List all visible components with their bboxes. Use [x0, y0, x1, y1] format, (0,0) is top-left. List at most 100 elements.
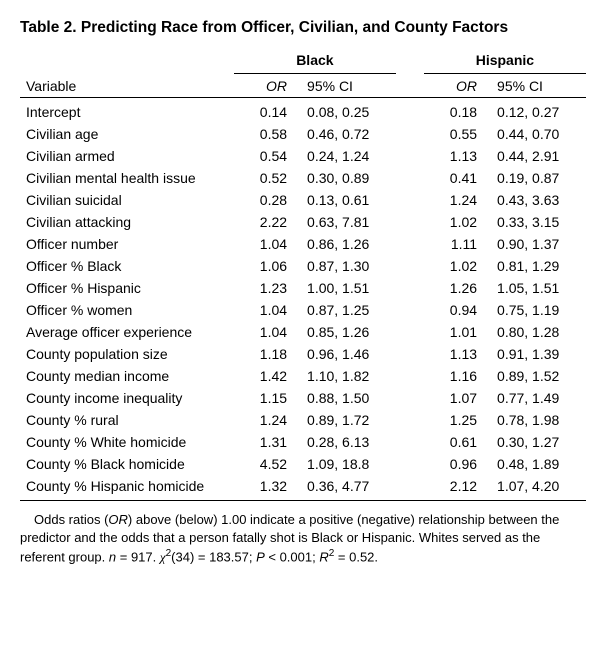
cell-variable: Civilian mental health issue: [20, 167, 234, 189]
cell-hisp-or: 1.11: [424, 233, 491, 255]
cell-hisp-or: 0.96: [424, 453, 491, 475]
cell-hisp-ci: 0.77, 1.49: [491, 387, 586, 409]
cell-black-or: 1.06: [234, 255, 301, 277]
cell-variable: County % Hispanic homicide: [20, 475, 234, 501]
cell-hisp-or: 1.01: [424, 321, 491, 343]
cell-black-or: 1.15: [234, 387, 301, 409]
table-body: Intercept0.140.08, 0.250.180.12, 0.27Civ…: [20, 98, 586, 501]
cell-black-ci: 1.10, 1.82: [301, 365, 396, 387]
cell-variable: Civilian armed: [20, 145, 234, 167]
table-row: Officer % Hispanic1.231.00, 1.511.261.05…: [20, 277, 586, 299]
cell-black-or: 0.54: [234, 145, 301, 167]
cell-hisp-ci: 0.91, 1.39: [491, 343, 586, 365]
cell-black-or: 4.52: [234, 453, 301, 475]
cell-black-ci: 0.46, 0.72: [301, 123, 396, 145]
table-row: Average officer experience1.040.85, 1.26…: [20, 321, 586, 343]
cell-hisp-or: 1.07: [424, 387, 491, 409]
table-row: County median income1.421.10, 1.821.160.…: [20, 365, 586, 387]
cell-variable: Civilian attacking: [20, 211, 234, 233]
cell-black-or: 1.04: [234, 299, 301, 321]
table-row: Officer % women1.040.87, 1.25 0.940.75, 1…: [20, 299, 586, 321]
table-footnote: Odds ratios (OR) above (below) 1.00 indi…: [20, 511, 586, 565]
cell-variable: Officer % women: [20, 299, 234, 321]
table-row: Officer number1.040.86, 1.261.110.90, 1.…: [20, 233, 586, 255]
cell-hisp-or: 1.13: [424, 145, 491, 167]
cell-hisp-or: 1.24: [424, 189, 491, 211]
cell-variable: County income inequality: [20, 387, 234, 409]
cell-hisp-or: 1.13: [424, 343, 491, 365]
cell-variable: Intercept: [20, 98, 234, 124]
cell-black-ci: 0.24, 1.24: [301, 145, 396, 167]
cell-hisp-ci: 0.81, 1.29: [491, 255, 586, 277]
cell-hisp-ci: 0.80, 1.28: [491, 321, 586, 343]
cell-black-ci: 0.87, 1.25: [301, 299, 396, 321]
table-row: County % Hispanic homicide1.320.36, 4.77…: [20, 475, 586, 501]
cell-black-ci: 0.96, 1.46: [301, 343, 396, 365]
cell-black-ci: 0.63, 7.81: [301, 211, 396, 233]
table-row: Officer % Black1.060.87, 1.301.020.81, 1…: [20, 255, 586, 277]
header-ci-hispanic: 95% CI: [491, 74, 586, 98]
group-header-black: Black: [234, 49, 396, 68]
cell-black-ci: 0.08, 0.25: [301, 98, 396, 124]
cell-black-or: 1.32: [234, 475, 301, 501]
table-row: County % White homicide1.310.28, 6.130.6…: [20, 431, 586, 453]
cell-hisp-ci: 0.43, 3.63: [491, 189, 586, 211]
cell-variable: Officer number: [20, 233, 234, 255]
table-row: Civilian attacking2.220.63, 7.81 1.020.33…: [20, 211, 586, 233]
cell-black-ci: 0.89, 1.72: [301, 409, 396, 431]
table-row: County income inequality1.150.88, 1.501.…: [20, 387, 586, 409]
cell-variable: County % rural: [20, 409, 234, 431]
cell-black-or: 1.18: [234, 343, 301, 365]
cell-hisp-or: 0.18: [424, 98, 491, 124]
cell-hisp-ci: 0.30, 1.27: [491, 431, 586, 453]
cell-hisp-ci: 0.78, 1.98: [491, 409, 586, 431]
cell-black-ci: 0.85, 1.26: [301, 321, 396, 343]
cell-hisp-ci: 0.44, 2.91: [491, 145, 586, 167]
cell-black-or: 0.28: [234, 189, 301, 211]
cell-hisp-or: 0.55: [424, 123, 491, 145]
cell-hisp-ci: 0.90, 1.37: [491, 233, 586, 255]
cell-hisp-or: 0.94: [424, 299, 491, 321]
cell-black-ci: 0.13, 0.61: [301, 189, 396, 211]
cell-variable: Civilian suicidal: [20, 189, 234, 211]
cell-variable: County % White homicide: [20, 431, 234, 453]
header-or-black: OR: [234, 74, 301, 98]
header-or-hispanic: OR: [424, 74, 491, 98]
table-row: Civilian armed0.540.24, 1.24 1.130.44, 2.…: [20, 145, 586, 167]
cell-black-or: 1.04: [234, 233, 301, 255]
cell-hisp-or: 1.02: [424, 211, 491, 233]
cell-hisp-ci: 0.89, 1.52: [491, 365, 586, 387]
cell-black-or: 1.24: [234, 409, 301, 431]
cell-hisp-ci: 0.48, 1.89: [491, 453, 586, 475]
cell-black-ci: 1.00, 1.51: [301, 277, 396, 299]
cell-black-or: 0.58: [234, 123, 301, 145]
cell-hisp-ci: 0.75, 1.19: [491, 299, 586, 321]
cell-hisp-or: 0.61: [424, 431, 491, 453]
cell-variable: Civilian age: [20, 123, 234, 145]
cell-hisp-or: 2.12: [424, 475, 491, 501]
cell-black-ci: 1.09, 18.8: [301, 453, 396, 475]
cell-variable: Officer % Hispanic: [20, 277, 234, 299]
cell-black-ci: 0.30, 0.89: [301, 167, 396, 189]
cell-hisp-ci: 0.33, 3.15: [491, 211, 586, 233]
cell-hisp-ci: 0.19, 0.87: [491, 167, 586, 189]
cell-variable: County population size: [20, 343, 234, 365]
table-row: Civilian suicidal0.280.13, 0.61 1.240.43,…: [20, 189, 586, 211]
group-header-hispanic: Hispanic: [424, 49, 586, 68]
table-row: Civilian mental health issue0.520.30, 0.…: [20, 167, 586, 189]
table-row: County % rural1.240.89, 1.721.250.78, 1.…: [20, 409, 586, 431]
cell-hisp-ci: 1.05, 1.51: [491, 277, 586, 299]
cell-hisp-or: 0.41: [424, 167, 491, 189]
cell-black-or: 2.22: [234, 211, 301, 233]
cell-black-ci: 0.87, 1.30: [301, 255, 396, 277]
cell-hisp-ci: 0.44, 0.70: [491, 123, 586, 145]
cell-hisp-or: 1.26: [424, 277, 491, 299]
table-row: Civilian age0.580.46, 0.72 0.550.44, 0.70: [20, 123, 586, 145]
cell-variable: Average officer experience: [20, 321, 234, 343]
data-table: Black Hispanic Variable OR 95% CI OR 95%…: [20, 49, 586, 502]
header-variable: Variable: [20, 74, 234, 98]
cell-hisp-or: 1.02: [424, 255, 491, 277]
table-row: Intercept0.140.08, 0.250.180.12, 0.27: [20, 98, 586, 124]
cell-hisp-or: 1.16: [424, 365, 491, 387]
table-row: County population size1.180.96, 1.46 1.13…: [20, 343, 586, 365]
